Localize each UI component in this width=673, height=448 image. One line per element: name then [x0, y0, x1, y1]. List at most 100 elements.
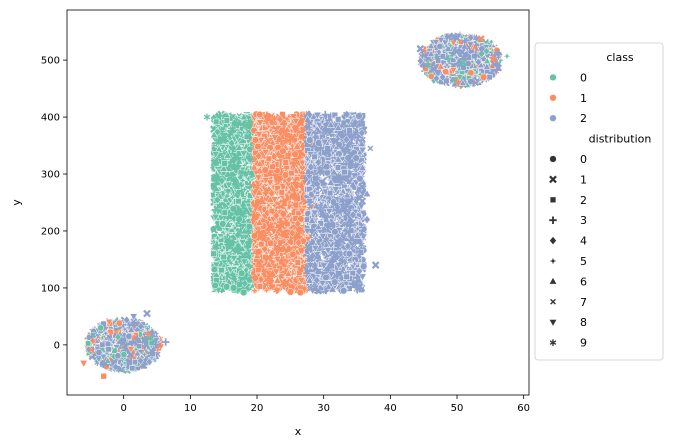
data-point [235, 197, 242, 205]
data-point [89, 336, 97, 346]
data-point [256, 283, 264, 290]
data-point [429, 65, 438, 73]
data-point [477, 35, 485, 43]
data-point [453, 34, 461, 42]
data-point [458, 48, 466, 56]
data-point [431, 39, 440, 47]
data-point [148, 329, 156, 337]
data-point [127, 325, 136, 333]
data-point [288, 250, 297, 258]
data-point [281, 171, 290, 179]
data-point [106, 328, 114, 336]
data-point [218, 266, 225, 274]
data-point [466, 44, 472, 51]
data-point [106, 334, 112, 340]
data-point [85, 340, 92, 347]
data-point [269, 163, 276, 170]
data-point [455, 74, 464, 82]
data-point [470, 79, 478, 87]
data-point [467, 33, 475, 42]
data-point [115, 319, 123, 327]
data-point [444, 55, 452, 63]
data-point [439, 72, 447, 82]
data-point [99, 353, 108, 362]
data-point [427, 41, 436, 50]
data-point [102, 348, 112, 358]
data-point [129, 365, 136, 372]
data-point [120, 324, 130, 334]
data-point [279, 147, 287, 155]
data-point [288, 169, 295, 177]
data-point [424, 60, 432, 68]
data-point [99, 341, 106, 348]
data-point [489, 54, 497, 62]
data-point [147, 352, 157, 363]
data-point [221, 209, 229, 216]
data-point [474, 57, 482, 67]
data-point [482, 62, 491, 70]
data-point [291, 150, 299, 158]
data-point [265, 155, 273, 162]
data-point [458, 78, 467, 86]
data-point [254, 142, 262, 151]
data-point [472, 52, 480, 60]
data-point [133, 349, 142, 357]
data-point [115, 366, 122, 373]
data-point [101, 359, 109, 368]
data-point [436, 42, 444, 50]
data-point [155, 351, 161, 357]
data-point [116, 360, 127, 370]
data-point [251, 136, 260, 144]
data-point [441, 39, 450, 47]
data-point [258, 240, 265, 248]
data-point [294, 259, 301, 266]
data-point [95, 348, 103, 356]
data-point [494, 49, 502, 57]
data-point [445, 41, 456, 51]
data-point [87, 334, 94, 340]
data-point [144, 330, 152, 338]
data-point [114, 352, 122, 360]
data-point [461, 38, 468, 45]
data-point [90, 332, 97, 338]
data-point [140, 361, 148, 370]
data-point [437, 37, 446, 45]
data-point [443, 79, 449, 85]
data-point [256, 110, 264, 119]
data-point [142, 336, 151, 345]
data-point [105, 318, 114, 327]
data-point [147, 335, 154, 342]
data-point [266, 239, 275, 247]
data-point [486, 74, 493, 81]
data-point [449, 67, 458, 75]
data-point [282, 159, 289, 166]
data-point [210, 265, 219, 274]
data-point [135, 342, 142, 350]
data-point [104, 340, 112, 348]
data-point [132, 359, 138, 366]
data-point [439, 53, 446, 60]
data-point [279, 210, 287, 218]
data-point [436, 62, 445, 70]
data-point [114, 332, 122, 342]
data-point [127, 346, 135, 354]
data-point [238, 269, 246, 277]
data-point [88, 347, 95, 353]
data-point [466, 41, 475, 49]
data-point [467, 69, 475, 77]
data-point [149, 348, 157, 355]
data-point [416, 56, 425, 66]
data-point [453, 47, 461, 55]
data-point [97, 324, 105, 332]
data-point [221, 160, 228, 167]
data-point [452, 52, 462, 63]
data-point [136, 356, 145, 365]
data-point [112, 362, 120, 372]
data-point [434, 54, 441, 61]
data-point [120, 351, 128, 359]
data-point [101, 328, 111, 338]
points-layer [79, 30, 512, 380]
data-point [223, 283, 231, 291]
data-point [137, 322, 145, 331]
